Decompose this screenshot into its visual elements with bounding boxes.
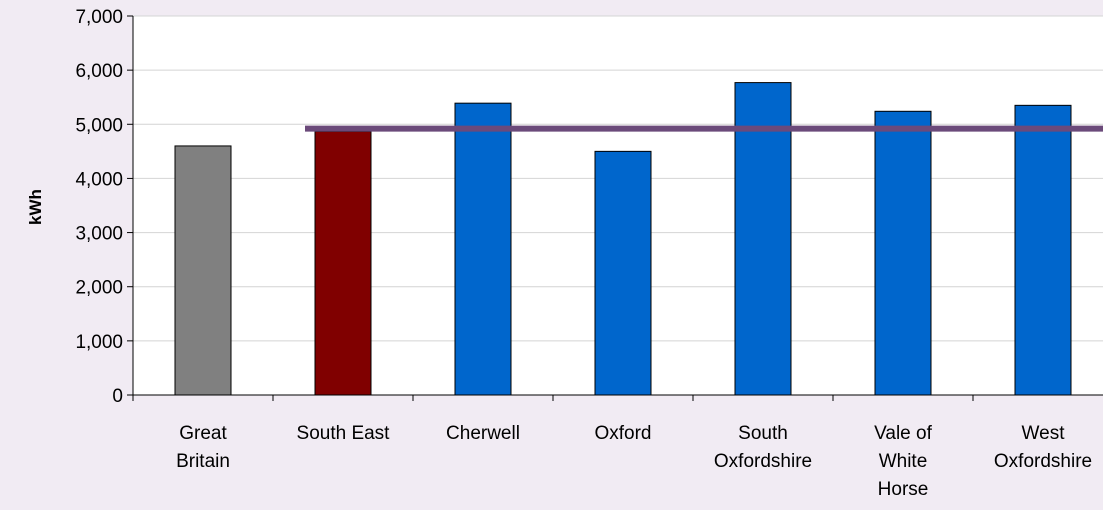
bar <box>454 102 512 396</box>
y-tick-label: 4,000 <box>75 169 123 190</box>
x-category-label: South East <box>297 423 391 444</box>
y-tick-label: 7,000 <box>75 7 123 28</box>
y-tick-label: 6,000 <box>75 61 123 82</box>
y-axis-title: kWh <box>26 189 45 225</box>
y-tick-label: 0 <box>112 386 123 407</box>
bar <box>174 145 232 396</box>
bar <box>314 130 372 396</box>
x-category-label: Oxford <box>594 423 651 444</box>
y-tick-label: 2,000 <box>75 278 123 299</box>
y-tick-label: 5,000 <box>75 115 123 136</box>
bar <box>874 110 932 396</box>
y-tick-label: 3,000 <box>75 224 123 245</box>
bar <box>734 82 792 396</box>
bar <box>594 150 652 396</box>
x-category-label: West Oxfordshire <box>994 423 1092 472</box>
x-category-label: South Oxfordshire <box>714 423 812 472</box>
x-category-label: Great Britain <box>176 423 230 472</box>
x-category-label: Vale of White Horse <box>874 423 932 500</box>
y-tick-label: 1,000 <box>75 332 123 353</box>
x-category-label: Cherwell <box>446 423 520 444</box>
bar <box>1014 104 1072 396</box>
